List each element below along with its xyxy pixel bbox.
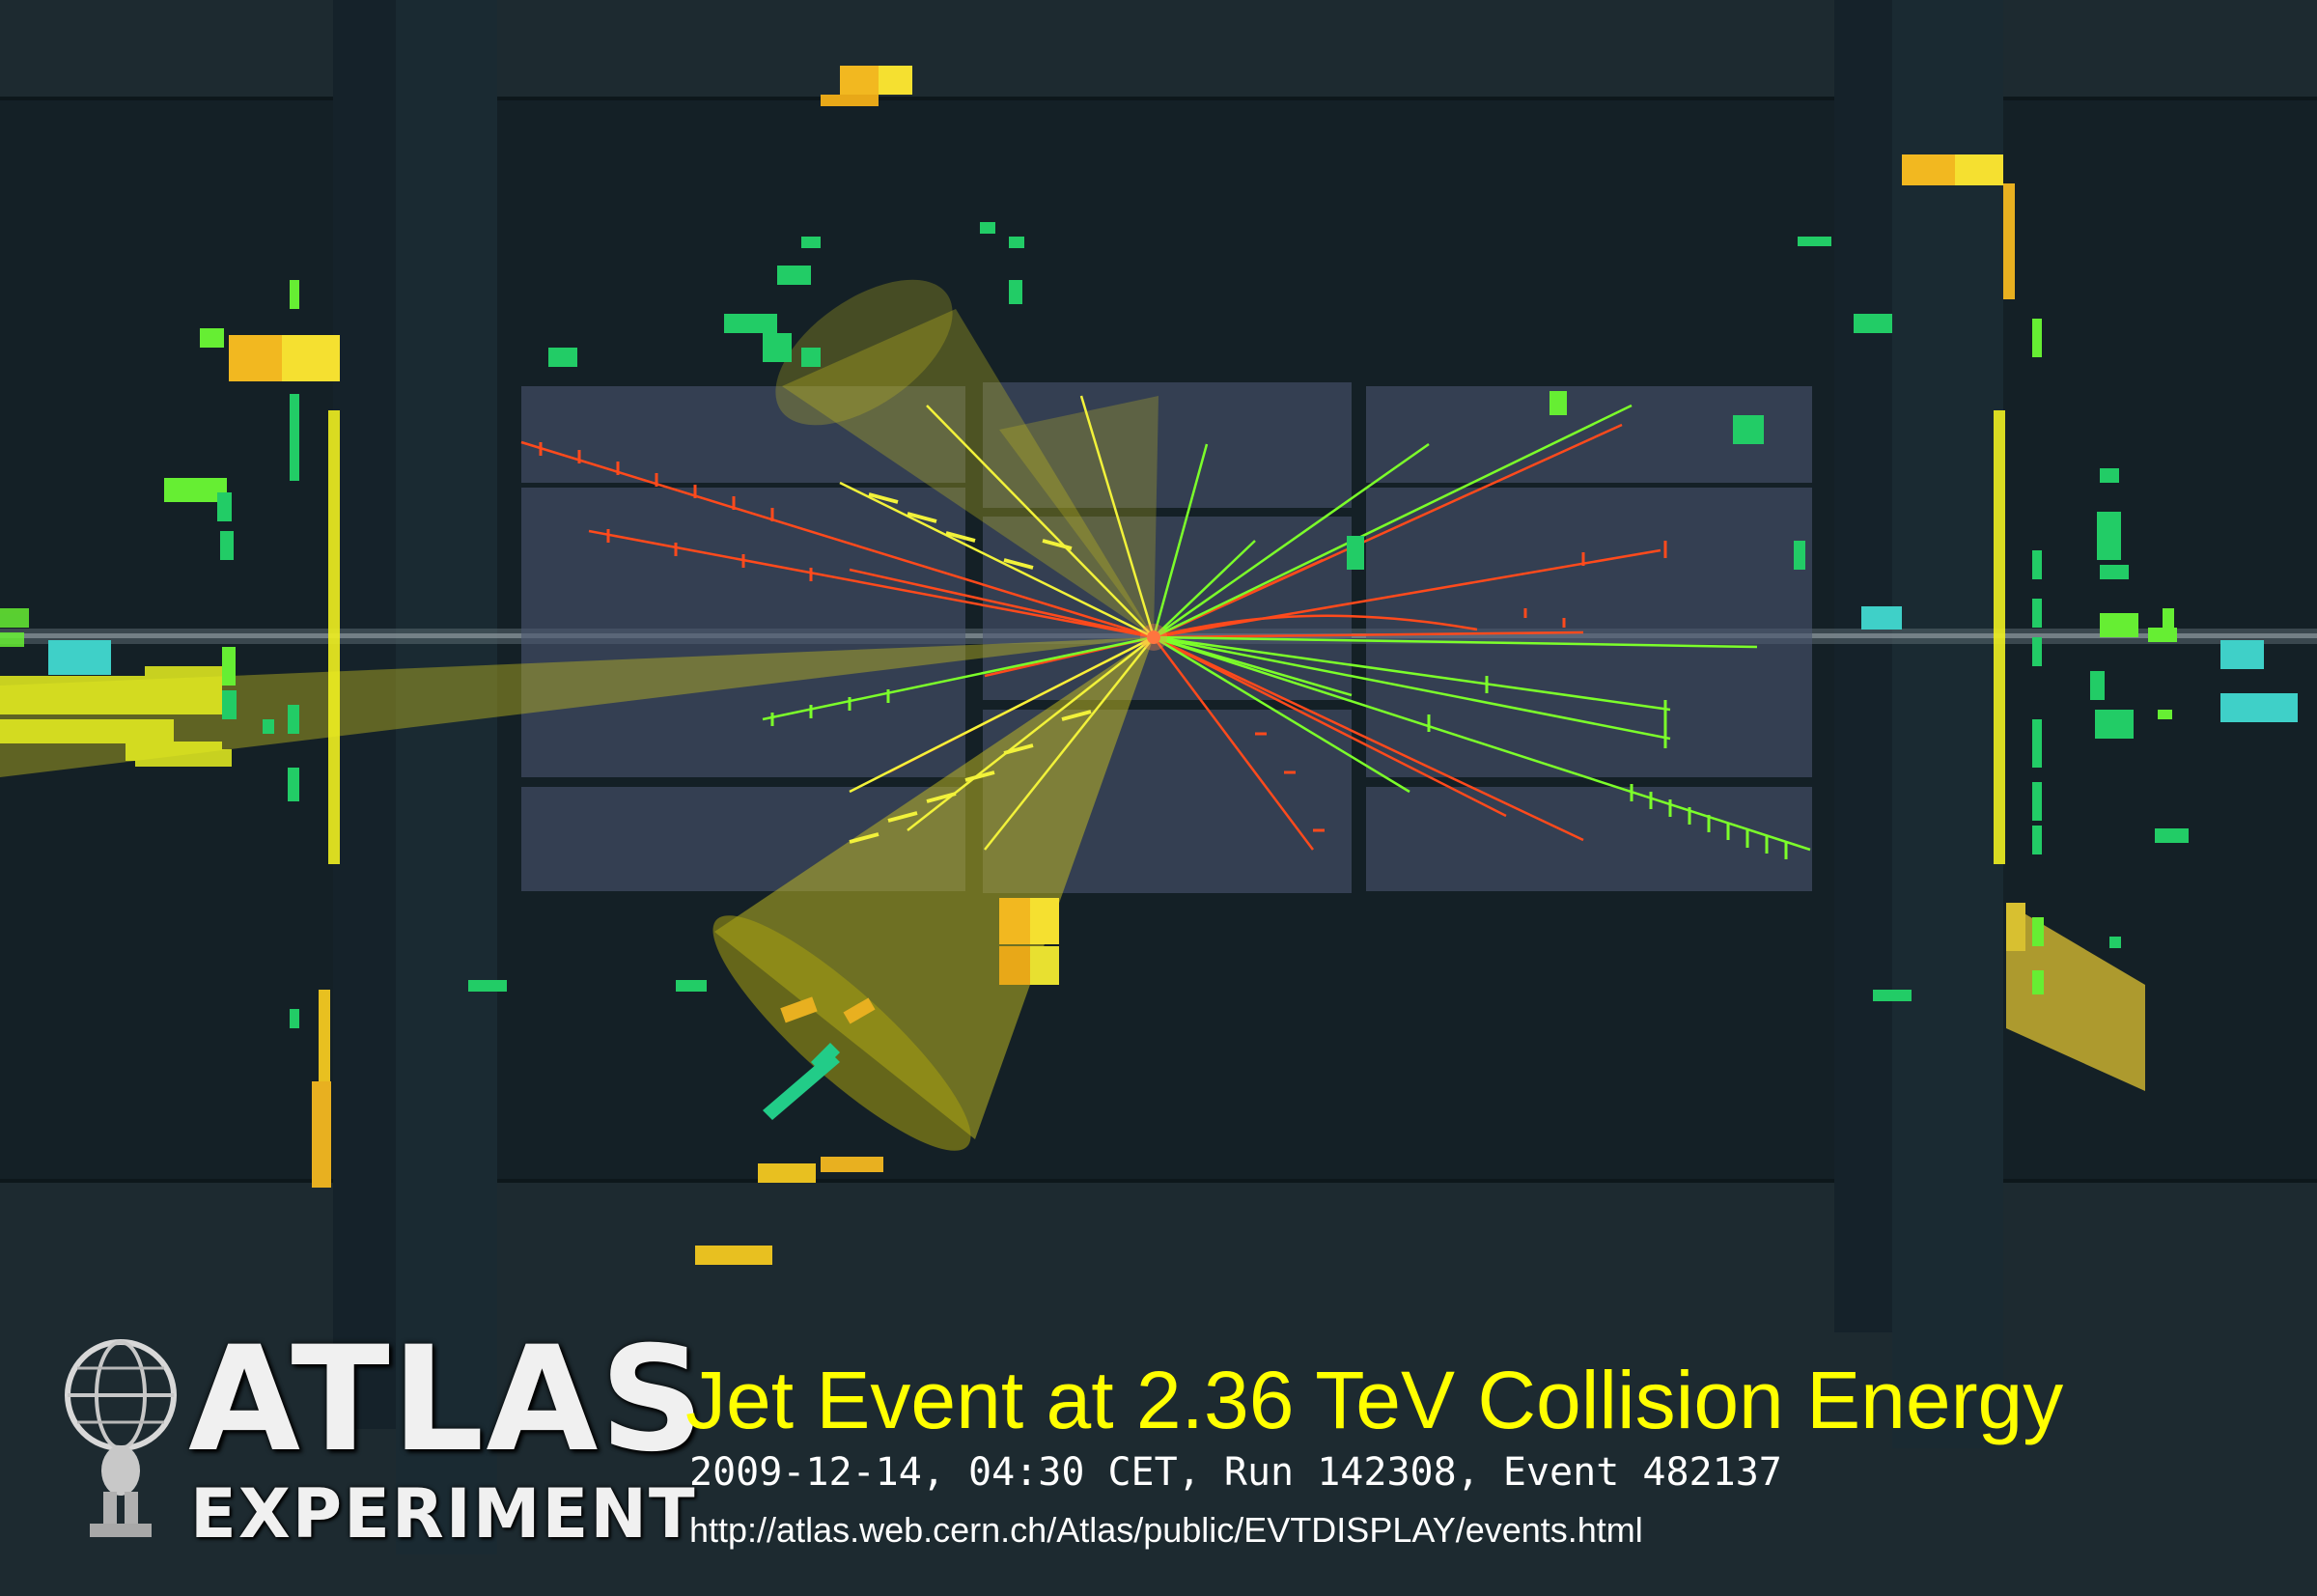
calo-cells-diagonal [763,1043,840,1120]
jet-cone-lower-cap [712,915,971,1151]
atlas-logo: ATLAS EXPERIMENT [53,1328,704,1569]
track-hits-green [770,676,1788,859]
calo-cells-jet-left [0,608,232,767]
collision-vertex [1147,630,1160,644]
calo-cells-cyan [48,606,2298,722]
tracks-red [520,423,1661,851]
pillar-left-inner [396,0,497,1554]
logo-title: ATLAS [188,1316,707,1484]
jet-cone-left [0,637,1154,777]
jet-cones [0,279,1158,1151]
tracks-green [762,404,1811,852]
pillar-left-outer [333,0,396,1429]
logo-subtitle: EXPERIMENT [190,1474,697,1554]
pillar-right-outer [1834,0,1892,1332]
collision-vertex-glow [1140,624,1167,651]
event-url[interactable]: http://atlas.web.cern.ch/Atlas/public/EV… [689,1510,1643,1550]
track-hits-red [539,442,1667,832]
event-title: Jet Event at 2.36 TeV Collision Energy [685,1355,2064,1445]
track-hits-yellow [849,492,1092,844]
pillar-right-inner [1892,0,2003,1448]
detector-band-top-edge [0,97,2317,100]
jet-cone-upper-small [999,396,1158,637]
atlas-globe-figure-icon [65,1339,177,1537]
calo-cells-green [164,222,2189,1028]
tracks-yellow [839,395,1156,851]
event-metadata: 2009-12-14, 04:30 CET, Run 142308, Event… [689,1450,1782,1495]
jet-cone-upper-cap [775,279,953,426]
jet-cone-upper [782,309,1154,637]
calo-cells-yellow [229,66,2145,1265]
inner-detector-panels [521,382,1812,893]
detector-band-bottom-edge [0,1179,2317,1183]
